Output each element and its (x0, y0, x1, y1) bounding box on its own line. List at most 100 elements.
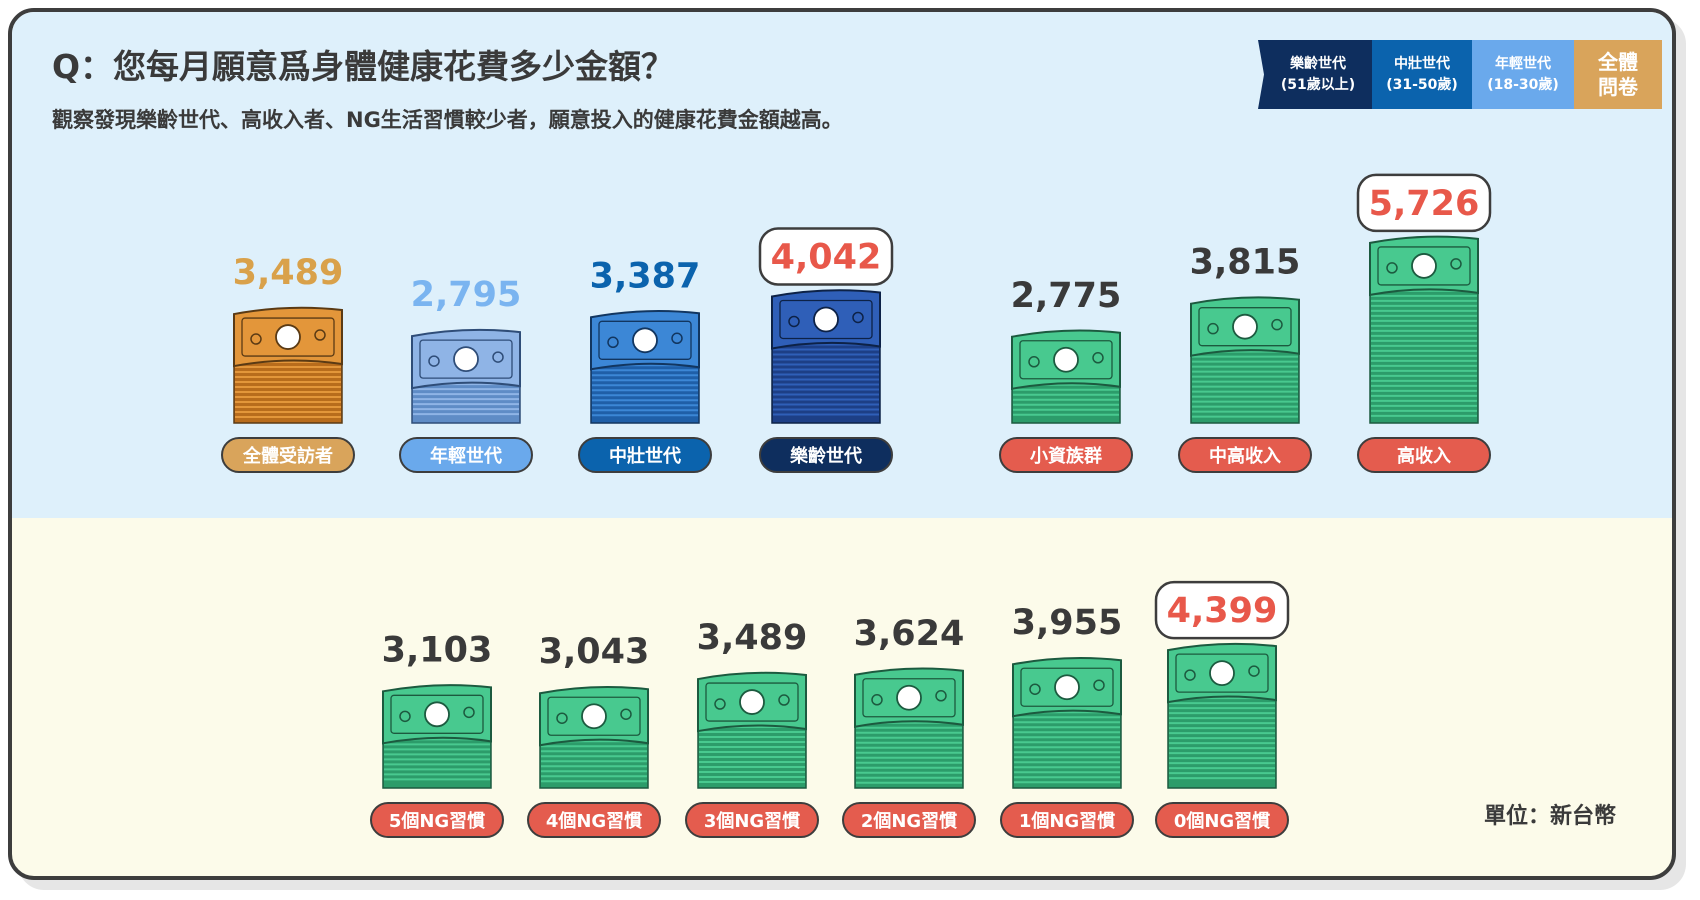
category-label: 4個NG習慣 (546, 810, 642, 832)
category-pill (685, 802, 819, 838)
category-label: 5個NG習慣 (389, 810, 485, 832)
money-stack (1369, 235, 1479, 424)
money-stack (771, 289, 881, 424)
category-label: 中壯世代 (609, 445, 681, 467)
bill-border (1198, 307, 1292, 347)
money-stack (1190, 296, 1300, 424)
value-label: 2,775 (1011, 276, 1122, 316)
bill-dot (1093, 679, 1105, 691)
value-label: 3,815 (1190, 243, 1301, 283)
category-pill (1178, 437, 1312, 473)
category-pill (370, 802, 504, 838)
bill-dot (1271, 318, 1283, 331)
category-label: 高收入 (1397, 445, 1451, 467)
money-stack (697, 671, 807, 789)
legend-item-all: 全體 問卷 (1574, 40, 1662, 109)
category-pill (221, 437, 355, 473)
bill-border (419, 339, 513, 379)
money-stack (539, 685, 649, 789)
value-label: 3,103 (382, 630, 493, 670)
page-subtitle: 觀察發現樂齡世代、高收入者、NG生活習慣較少者，願意投入的健康花費金額越高。 (52, 108, 843, 132)
legend-sublabel: 問卷 (1598, 74, 1638, 99)
legend-sublabel: (31-50歲) (1386, 76, 1458, 93)
value-callout (1356, 173, 1492, 233)
bill-dot (399, 710, 411, 723)
bill-border (1019, 340, 1113, 380)
money-stack (411, 328, 521, 424)
category-pill (1000, 802, 1134, 838)
category-label: 2個NG習慣 (861, 810, 957, 832)
bill-border (779, 299, 873, 340)
bill-dot (788, 315, 800, 328)
value-label: 3,489 (697, 618, 808, 658)
bill-portrait (1411, 253, 1437, 279)
bill-dot (1184, 669, 1196, 681)
bill-portrait (1232, 313, 1258, 340)
legend-sublabel: (51歲以上) (1280, 76, 1356, 93)
category-label: 0個NG習慣 (1174, 810, 1270, 832)
category-label: 中高收入 (1209, 445, 1281, 467)
money-stack (854, 667, 964, 789)
bill-border (390, 694, 484, 734)
money-stack (382, 684, 492, 789)
legend-sublabel: (18-30歲) (1487, 76, 1559, 93)
bill-dot (250, 333, 262, 345)
legend: 樂齡世代 (51歲以上) 中壯世代 (31-50歲) 年輕世代 (18-30歲)… (1258, 40, 1662, 109)
value-label: 3,489 (233, 253, 344, 293)
category-label: 全體受訪者 (242, 445, 333, 467)
bill-dot (492, 351, 504, 363)
money-stack (1011, 329, 1121, 424)
category-label: 1個NG習慣 (1019, 810, 1115, 832)
bill-portrait (424, 701, 450, 728)
bill-dot (314, 329, 326, 341)
bill-portrait (739, 689, 765, 715)
value-label: 4,042 (771, 237, 882, 277)
category-pill (999, 437, 1133, 473)
legend-item-young: 年輕世代 (18-30歲) (1472, 40, 1574, 109)
legend-label: 中壯世代 (1394, 55, 1450, 72)
bill-portrait (896, 684, 922, 711)
bill-dot (620, 708, 632, 720)
bill-dot (463, 706, 475, 719)
category-pill (527, 802, 661, 838)
category-label: 3個NG習慣 (704, 810, 800, 832)
bill-border (1020, 667, 1114, 707)
category-pill (399, 437, 533, 473)
bill-portrait (581, 703, 607, 730)
value-label: 4,399 (1167, 591, 1278, 631)
bill-dot (1450, 258, 1462, 270)
bill-dot (1207, 322, 1219, 335)
category-label: 年輕世代 (430, 445, 502, 467)
value-label: 3,624 (854, 614, 965, 654)
bill-dot (1386, 262, 1398, 274)
category-label: 小資族群 (1030, 445, 1102, 467)
bill-dot (1248, 665, 1260, 677)
unit-label: 單位：新台幣 (1484, 804, 1617, 829)
bill-portrait (1053, 346, 1079, 373)
value-label: 3,387 (590, 256, 701, 296)
bill-border (1175, 653, 1269, 693)
category-pill (1357, 437, 1491, 473)
bill-portrait (275, 324, 301, 350)
category-pill (1155, 802, 1289, 838)
money-stack (1167, 642, 1277, 789)
legend-item-middle: 中壯世代 (31-50歲) (1372, 40, 1472, 109)
value-label: 3,043 (539, 632, 650, 672)
legend-label: 全體 (1598, 49, 1638, 74)
page-title: Q：您每月願意爲身體健康花費多少金額？ (52, 47, 675, 86)
bill-dot (871, 694, 883, 706)
value-label: 3,955 (1012, 603, 1123, 643)
value-label: 5,726 (1369, 184, 1480, 224)
category-pill (842, 802, 976, 838)
bill-dot (1092, 352, 1104, 364)
bill-dot (714, 698, 726, 710)
bill-border (705, 682, 799, 722)
bill-dot (671, 332, 683, 345)
bill-dot (1029, 683, 1041, 695)
value-callout (758, 227, 894, 286)
bill-portrait (813, 306, 839, 333)
bill-border (241, 317, 335, 357)
category-pill (759, 437, 893, 473)
bill-border (862, 678, 956, 718)
